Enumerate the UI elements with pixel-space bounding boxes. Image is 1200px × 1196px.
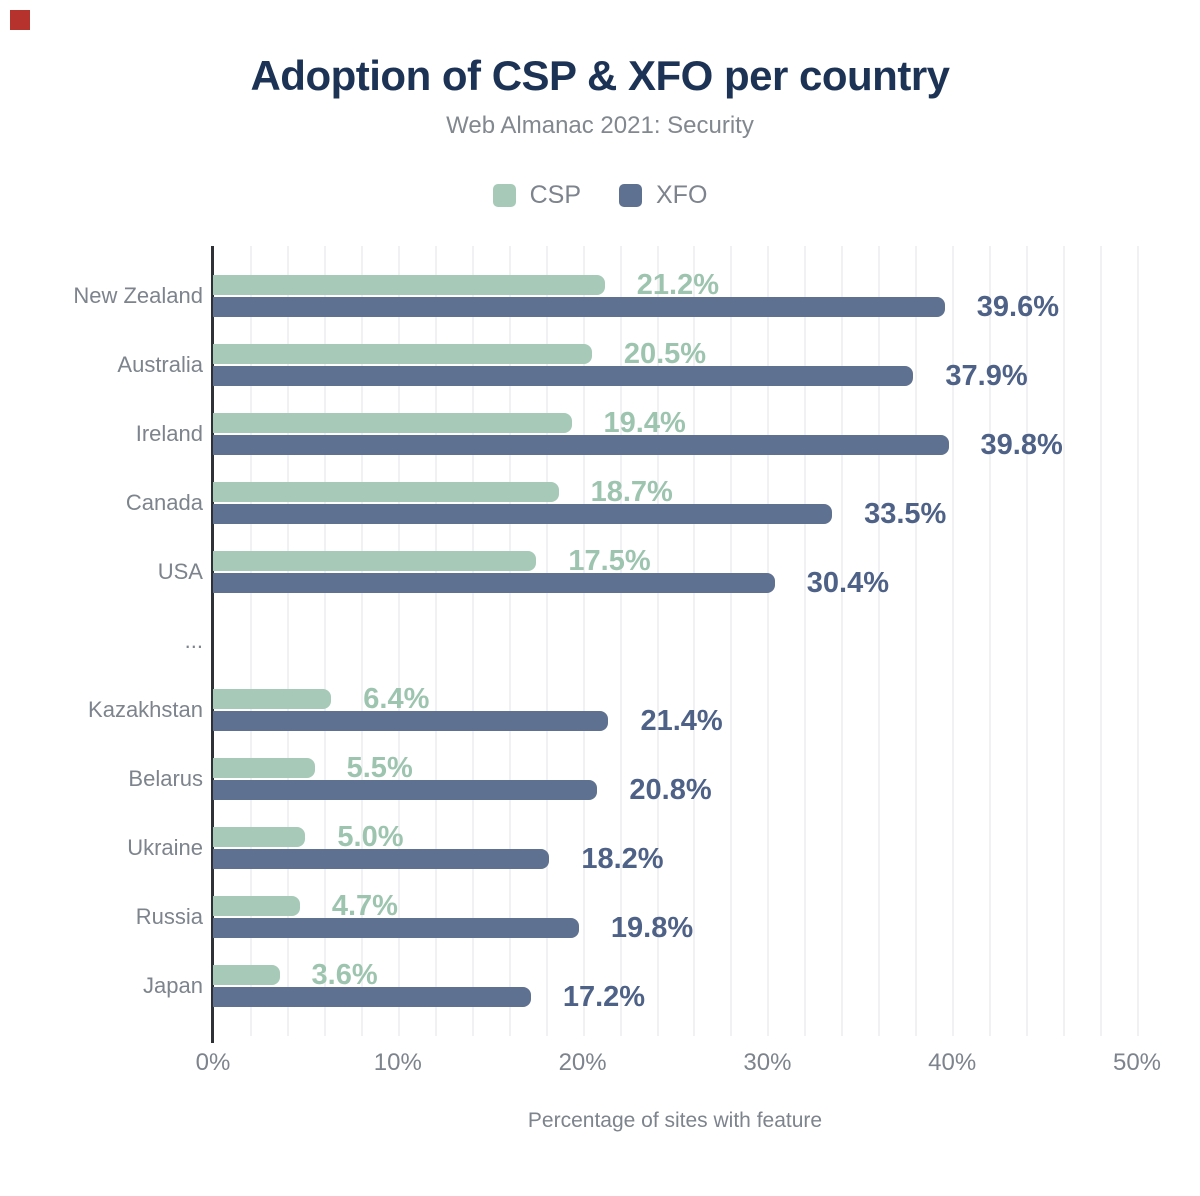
bar-csp-australia[interactable] xyxy=(213,344,592,364)
bar-csp-canada[interactable] xyxy=(213,482,559,502)
gridline xyxy=(508,246,511,1036)
gridline xyxy=(619,246,622,1036)
bar-csp-usa[interactable] xyxy=(213,551,537,571)
x-tick-10: 10% xyxy=(373,1049,422,1076)
bar-csp-new-zealand[interactable] xyxy=(213,275,605,295)
gridline xyxy=(360,246,363,1036)
value-label-xfo-russia: 19.8% xyxy=(610,912,694,944)
value-label-csp-canada: 18.7% xyxy=(590,476,673,508)
bar-csp-kazakhstan[interactable] xyxy=(213,689,332,709)
category-label-japan: Japan xyxy=(143,973,203,998)
x-tick-40: 40% xyxy=(928,1049,977,1076)
x-axis-label: Percentage of sites with feature xyxy=(527,1109,823,1132)
category-label-usa: USA xyxy=(157,559,203,584)
bar-xfo-russia[interactable] xyxy=(213,918,579,938)
gridline xyxy=(1137,246,1139,1036)
category-label-ireland: Ireland xyxy=(135,421,203,446)
legend-item-csp[interactable]: CSP xyxy=(492,181,581,210)
bar-csp-belarus[interactable] xyxy=(213,758,315,778)
bar-xfo-kazakhstan[interactable] xyxy=(213,711,609,731)
bar-csp-russia[interactable] xyxy=(213,896,300,916)
value-label-xfo-australia: 37.9% xyxy=(945,360,1028,392)
x-tick-30: 30% xyxy=(743,1049,792,1076)
gridline xyxy=(434,246,437,1036)
value-label-csp-ukraine: 5.0% xyxy=(337,821,404,853)
value-label-xfo-belarus: 20.8% xyxy=(629,774,712,806)
bar-xfo-canada[interactable] xyxy=(213,504,833,524)
bar-csp-ireland[interactable] xyxy=(213,413,572,433)
value-label-csp-russia: 4.7% xyxy=(331,890,398,922)
gridline xyxy=(397,246,400,1036)
value-label-xfo-japan: 17.2% xyxy=(562,981,646,1013)
category-label-ukraine: Ukraine xyxy=(127,835,203,860)
chart-subtitle: Web Almanac 2021: Security xyxy=(446,112,754,139)
value-label-xfo-ireland: 39.8% xyxy=(980,429,1063,461)
gridline xyxy=(1026,246,1029,1036)
bar-xfo-australia[interactable] xyxy=(213,366,914,386)
bar-xfo-ukraine[interactable] xyxy=(213,849,550,869)
value-label-xfo-kazakhstan: 21.4% xyxy=(640,705,723,737)
value-label-xfo-canada: 33.5% xyxy=(864,498,947,530)
legend-swatch-csp xyxy=(492,184,516,207)
category-label-australia: Australia xyxy=(117,352,203,377)
gridline xyxy=(545,246,548,1036)
legend: CSP XFO xyxy=(0,181,1200,210)
x-tick-0: 0% xyxy=(195,1049,231,1076)
red-corner-marker xyxy=(10,10,30,30)
category-label-belarus: Belarus xyxy=(128,766,203,791)
gridline xyxy=(323,246,326,1036)
gridline xyxy=(471,246,474,1036)
category-label-ellipsis: ... xyxy=(184,628,203,653)
x-tick-20: 20% xyxy=(558,1049,607,1076)
value-label-xfo-ukraine: 18.2% xyxy=(581,843,664,875)
value-label-csp-australia: 20.5% xyxy=(623,338,707,370)
bar-csp-japan[interactable] xyxy=(213,965,280,985)
x-tick-50: 50% xyxy=(1112,1049,1162,1076)
bar-xfo-new-zealand[interactable] xyxy=(213,297,945,317)
gridline xyxy=(730,246,733,1036)
category-label-new-zealand: New Zealand xyxy=(73,283,203,308)
gridline xyxy=(582,246,585,1036)
category-label-kazakhstan: Kazakhstan xyxy=(88,697,203,722)
value-label-csp-ireland: 19.4% xyxy=(603,407,686,439)
value-label-csp-belarus: 5.5% xyxy=(346,752,413,784)
legend-item-xfo[interactable]: XFO xyxy=(619,181,707,210)
category-label-russia: Russia xyxy=(135,904,203,929)
gridline xyxy=(286,246,289,1036)
bar-xfo-usa[interactable] xyxy=(213,573,775,593)
value-label-csp-japan: 3.6% xyxy=(311,959,378,991)
gridline xyxy=(249,246,252,1036)
category-label-canada: Canada xyxy=(125,490,203,515)
gridline xyxy=(989,246,992,1036)
bar-xfo-belarus[interactable] xyxy=(213,780,598,800)
value-label-xfo-new-zealand: 39.6% xyxy=(976,291,1060,323)
value-label-xfo-usa: 30.4% xyxy=(806,567,890,599)
gridline xyxy=(804,246,807,1036)
bar-csp-ukraine[interactable] xyxy=(213,827,306,847)
bar-xfo-japan[interactable] xyxy=(213,987,531,1007)
gridline xyxy=(915,246,918,1036)
value-label-csp-usa: 17.5% xyxy=(568,545,651,577)
gridline xyxy=(952,246,955,1036)
gridline xyxy=(1100,246,1103,1036)
value-label-csp-kazakhstan: 6.4% xyxy=(363,683,430,715)
bar-xfo-ireland[interactable] xyxy=(213,435,949,455)
y-axis-line xyxy=(211,246,214,1043)
gridline xyxy=(878,246,881,1036)
gridline xyxy=(1063,246,1066,1036)
value-label-csp-new-zealand: 21.2% xyxy=(636,269,719,301)
gridline xyxy=(841,246,844,1036)
gridline xyxy=(767,246,770,1036)
legend-label-csp: CSP xyxy=(529,181,581,209)
gridline xyxy=(693,246,696,1036)
legend-swatch-xfo xyxy=(619,184,642,207)
chart-title: Adoption of CSP & XFO per country xyxy=(250,52,950,99)
legend-label-xfo: XFO xyxy=(656,181,708,209)
gridline xyxy=(656,246,659,1036)
